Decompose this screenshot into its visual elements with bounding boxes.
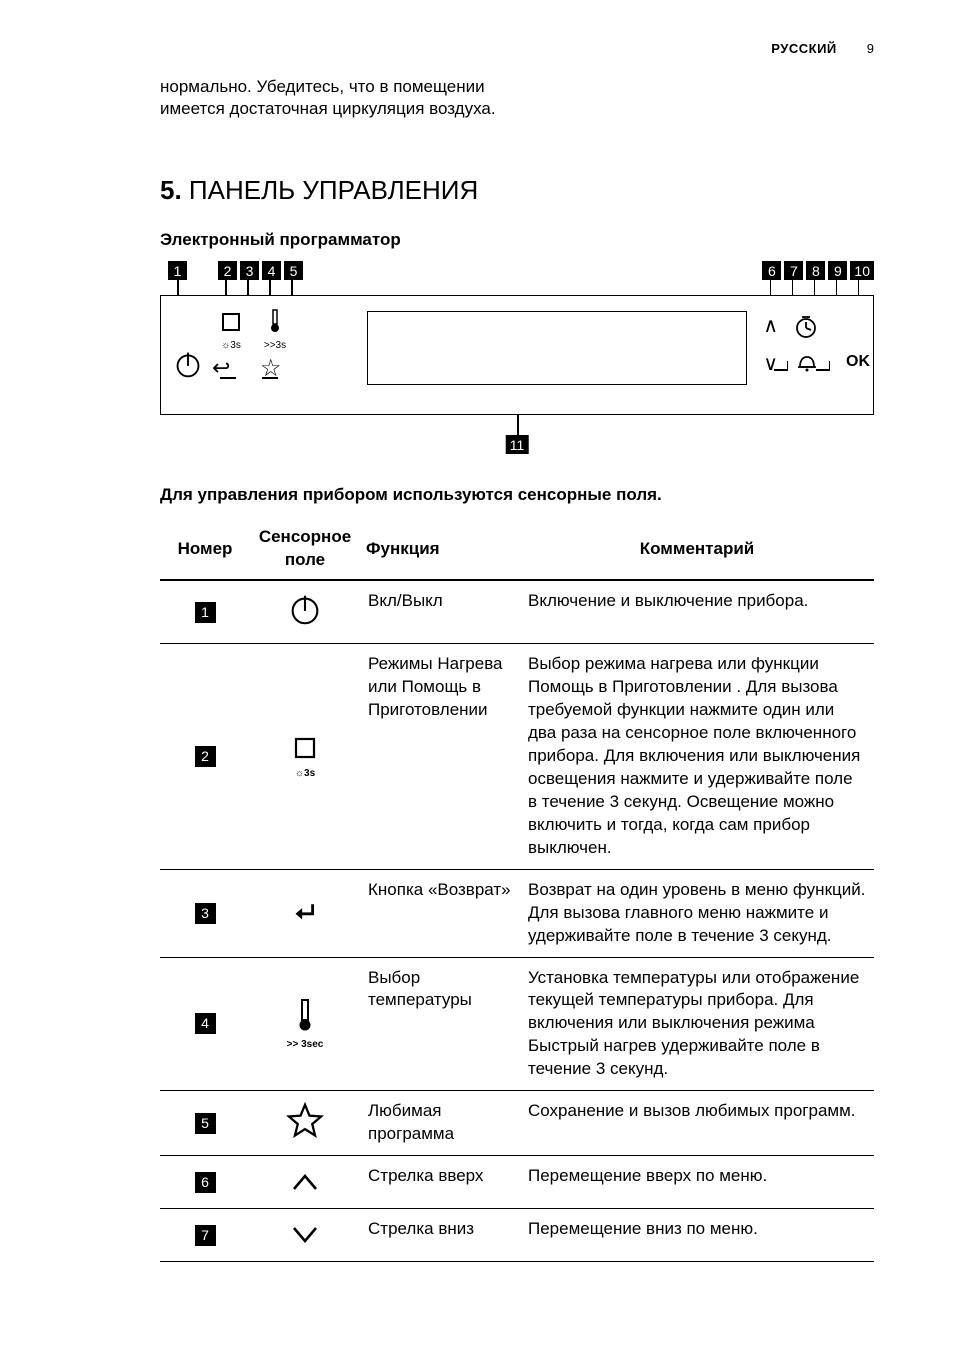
diagram-label-bottom: 11 bbox=[506, 434, 529, 457]
row-number: 2 bbox=[195, 746, 216, 767]
function-comment: Перемещение вверх по меню. bbox=[520, 1156, 874, 1209]
language-label: РУССКИЙ bbox=[771, 40, 837, 58]
function-comment: Перемещение вниз по меню. bbox=[520, 1209, 874, 1262]
table-note: Для управления прибором используются сен… bbox=[160, 484, 874, 507]
function-name: Режимы Нагрева или Помощь в Приготовлени… bbox=[360, 644, 520, 869]
function-comment: Сохранение и вызов любимых программ. bbox=[520, 1091, 874, 1156]
diagram-label: 5 bbox=[284, 261, 303, 280]
intro-line: нормально. Убедитесь, что в помещении bbox=[160, 77, 485, 96]
row-number: 3 bbox=[195, 903, 216, 924]
ok-label: OK bbox=[846, 351, 870, 373]
diagram-label: 7 bbox=[784, 261, 803, 280]
thermometer-icon: >> 3sec bbox=[250, 957, 360, 1091]
function-comment: Установка температуры или отображение те… bbox=[520, 957, 874, 1091]
chevron-up-icon: ∧ bbox=[763, 313, 778, 340]
icon-sublabel: ☼3s bbox=[258, 769, 352, 779]
function-name: Кнопка «Возврат» bbox=[360, 869, 520, 957]
power-icon-svg bbox=[169, 345, 207, 383]
join-line bbox=[220, 377, 236, 379]
back-icon bbox=[250, 869, 360, 957]
subheading: Электронный программатор bbox=[160, 229, 874, 252]
power-icon bbox=[169, 345, 207, 391]
table-row: 2 ☼3s Режимы Нагрева или Помощь в Пригот… bbox=[160, 644, 874, 869]
function-comment: Включение и выключение прибора. bbox=[520, 580, 874, 644]
diagram-labels-right: 6 7 8 9 10 bbox=[762, 261, 874, 280]
menu-icon: ☼3s bbox=[216, 311, 246, 353]
chevron-down-icon: ∨ bbox=[763, 351, 778, 378]
page-number: 9 bbox=[867, 40, 874, 58]
row-number: 7 bbox=[195, 1225, 216, 1246]
diagram-labels-left: 1 2 3 4 5 bbox=[168, 261, 303, 280]
join-line bbox=[787, 361, 789, 370]
page-header: РУССКИЙ 9 bbox=[160, 40, 874, 58]
diagram-label: 9 bbox=[828, 261, 847, 280]
function-name: Вкл/Выкл bbox=[360, 580, 520, 644]
chevron-up-icon bbox=[250, 1156, 360, 1209]
icon-sublabel: >> 3sec bbox=[258, 1040, 352, 1050]
control-panel-diagram: 1 2 3 4 5 6 7 8 9 10 ☼3s ↩ >>3s ☆ bbox=[160, 261, 874, 456]
diagram-label: 6 bbox=[762, 261, 781, 280]
row-number: 6 bbox=[195, 1172, 216, 1193]
col-header-field: Сенсорное поле bbox=[250, 519, 360, 580]
intro-line: имеется достаточная циркуляция воздуха. bbox=[160, 99, 496, 118]
function-name: Стрелка вниз bbox=[360, 1209, 520, 1262]
function-name: Стрелка вверх bbox=[360, 1156, 520, 1209]
function-comment: Выбор режима нагрева или функции Помощь … bbox=[520, 644, 874, 869]
display-area bbox=[367, 311, 747, 385]
row-number: 5 bbox=[195, 1113, 216, 1134]
section-number: 5. bbox=[160, 175, 182, 205]
function-name: Выбор температуры bbox=[360, 957, 520, 1091]
table-row: 1 Вкл/Выкл Включение и выключение прибор… bbox=[160, 580, 874, 644]
menu-icon: ☼3s bbox=[250, 644, 360, 869]
timer-icon bbox=[794, 315, 818, 347]
section-title: ПАНЕЛЬ УПРАВЛЕНИЯ bbox=[189, 175, 478, 205]
thermo-icon: >>3s bbox=[258, 309, 292, 353]
diagram-label: 3 bbox=[240, 261, 259, 280]
diagram-label: 8 bbox=[806, 261, 825, 280]
controls-table: Номер Сенсорное поле Функция Комментарий… bbox=[160, 519, 874, 1262]
diagram-label: 10 bbox=[850, 261, 874, 280]
function-comment: Возврат на один уровень в меню функций. … bbox=[520, 869, 874, 957]
table-row: 4 >> 3sec Выбор температуры Установка те… bbox=[160, 957, 874, 1091]
diagram-label: 4 bbox=[262, 261, 281, 280]
col-header-comment: Комментарий bbox=[520, 519, 874, 580]
star-icon bbox=[250, 1091, 360, 1156]
star-icon: ☆ bbox=[260, 353, 282, 385]
function-name: Любимая программа bbox=[360, 1091, 520, 1156]
row-number: 1 bbox=[195, 602, 216, 623]
label-3s: ☼3s bbox=[216, 339, 246, 353]
chevron-down-icon bbox=[250, 1209, 360, 1262]
col-header-func: Функция bbox=[360, 519, 520, 580]
diagram-label: 1 bbox=[168, 261, 187, 280]
join-line bbox=[829, 361, 831, 370]
section-heading: 5. ПАНЕЛЬ УПРАВЛЕНИЯ bbox=[160, 173, 874, 208]
label-3s-b: >>3s bbox=[258, 339, 292, 353]
table-row: 5 Любимая программа Сохранение и вызов л… bbox=[160, 1091, 874, 1156]
table-row: 6 Стрелка вверх Перемещение вверх по мен… bbox=[160, 1156, 874, 1209]
col-header-num: Номер bbox=[160, 519, 250, 580]
join-line bbox=[262, 377, 278, 379]
intro-text: нормально. Убедитесь, что в помещении им… bbox=[160, 76, 874, 122]
table-row: 7 Стрелка вниз Перемещение вниз по меню. bbox=[160, 1209, 874, 1262]
bell-icon bbox=[796, 351, 818, 381]
table-row: 3 Кнопка «Возврат» Возврат на один урове… bbox=[160, 869, 874, 957]
diagram-label: 2 bbox=[218, 261, 237, 280]
power-icon bbox=[250, 580, 360, 644]
row-number: 4 bbox=[195, 1013, 216, 1034]
